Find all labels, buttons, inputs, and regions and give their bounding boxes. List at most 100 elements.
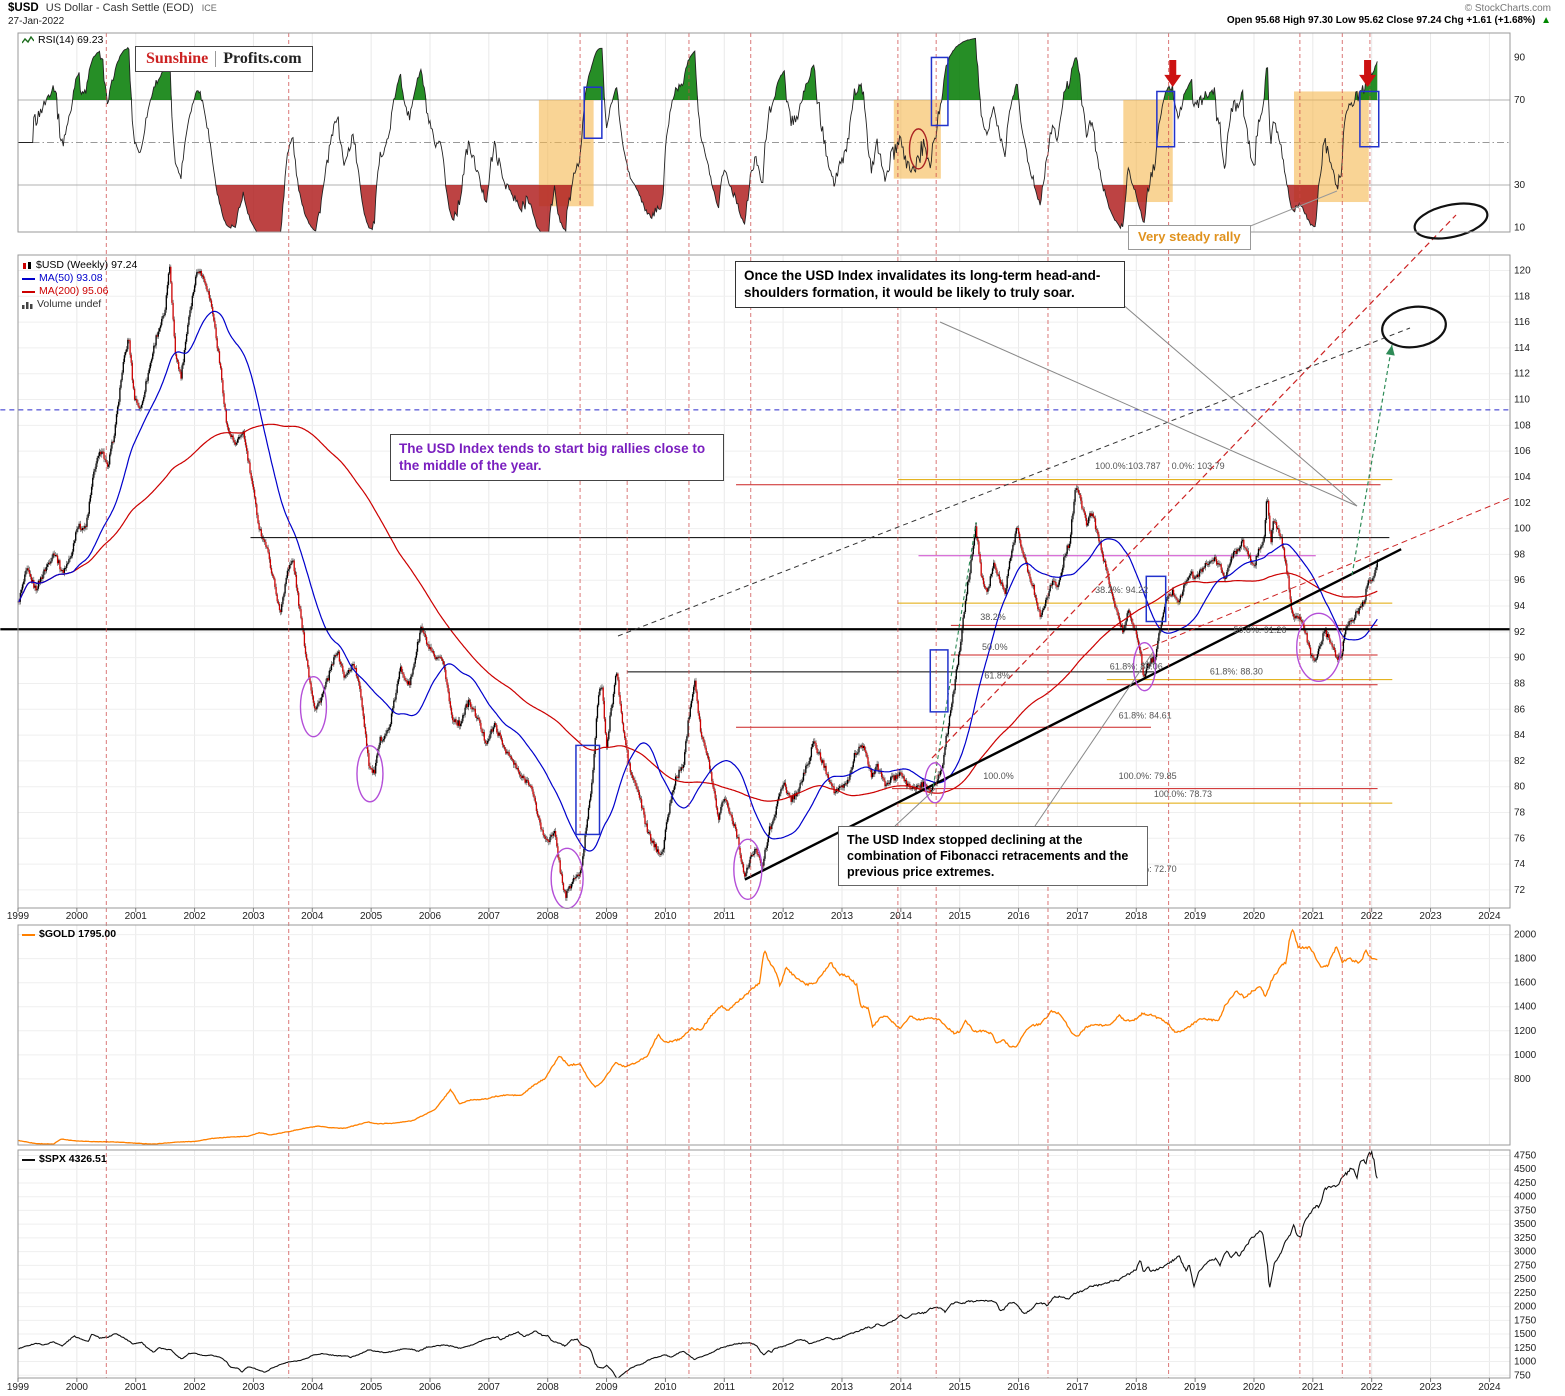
axis-label: 3000 [1514, 1247, 1537, 1258]
axis-label: 74 [1514, 859, 1526, 870]
axis-label: 750 [1514, 1370, 1531, 1381]
axis-label: 84 [1514, 730, 1526, 741]
axis-label: 1250 [1514, 1343, 1537, 1354]
price-levels-over [0, 409, 1510, 631]
change-up-icon: ▲ [1541, 15, 1551, 26]
axis-label: 2000 [1514, 1302, 1537, 1313]
labels: 90 70 30 10 120 118 116 114 112 110 108 106 104 102 10… [7, 52, 1537, 1393]
axis-label: 120 [1514, 265, 1531, 276]
axis-label: 4750 [1514, 1150, 1537, 1161]
fib-label: 0.0%: 103.79 [1172, 461, 1225, 471]
year-label: 2013 [831, 911, 854, 922]
gold-line [17, 928, 1378, 1145]
year-label: 2001 [125, 911, 148, 922]
grid [18, 33, 1510, 1378]
chart-date: 27-Jan-2022 [8, 16, 65, 27]
axis-label: 108 [1514, 420, 1531, 431]
axis-label: 110 [1514, 395, 1530, 406]
chart-header: $USD US Dollar - Cash Settle (EOD) ICE [8, 2, 217, 14]
axis-label: 2000 [1514, 930, 1537, 941]
axis-label: 3500 [1514, 1219, 1537, 1230]
axis-label: 1500 [1514, 1329, 1537, 1340]
symbol-label: $USD [8, 2, 39, 14]
axis-label: 94 [1514, 601, 1526, 612]
year-label: 2007 [478, 1382, 501, 1393]
mid-year-rally-note: The USD Index tends to start big rallies… [390, 434, 724, 481]
axis-label: 78 [1514, 808, 1526, 819]
fib-label: 100.0%:103.787 [1095, 461, 1161, 471]
axis-label: 4500 [1514, 1164, 1537, 1175]
gold-legend: $GOLD 1795.00 [22, 928, 116, 941]
year-label: 2010 [654, 911, 677, 922]
year-label: 2003 [242, 911, 265, 922]
year-label: 2015 [949, 911, 972, 922]
gold-line-icon [22, 933, 35, 936]
axis-label: 90 [1514, 653, 1526, 664]
axis-label: 86 [1514, 704, 1526, 715]
axis-label: 82 [1514, 756, 1526, 767]
axis-label: 70 [1514, 95, 1526, 106]
year-label: 2018 [1125, 1382, 1148, 1393]
axis-label: 3250 [1514, 1233, 1537, 1244]
year-label: 2017 [1066, 1382, 1089, 1393]
ma200-line-icon [22, 290, 35, 293]
year-label: 2022 [1361, 1382, 1384, 1393]
spx-line [18, 1149, 1378, 1379]
head-and-shoulders-note: Once the USD Index invalidates its long-… [735, 261, 1125, 308]
fib-label: 61.8%: 84.61 [1119, 710, 1172, 720]
ma200-line [17, 423, 1378, 802]
usd-candles [17, 264, 1378, 901]
year-label: 2014 [890, 911, 913, 922]
year-label: 2016 [1007, 1382, 1030, 1393]
year-label: 2018 [1125, 911, 1148, 922]
year-label: 2021 [1302, 911, 1325, 922]
axis-label: 104 [1514, 472, 1531, 483]
year-label: 2008 [537, 1382, 560, 1393]
year-label: 2023 [1419, 911, 1442, 922]
main-legend: $USD (Weekly) 97.24 MA(50) 93.08 MA(200)… [22, 259, 137, 311]
year-label: 2019 [1184, 1382, 1207, 1393]
quote-line: Open 95.68 High 97.30 Low 95.62 Close 97… [1227, 15, 1551, 26]
year-label: 2011 [714, 1382, 736, 1393]
axis-label: 30 [1514, 180, 1526, 191]
price-levels [627, 479, 1393, 804]
year-label: 2017 [1066, 911, 1089, 922]
candlestick-icon [23, 261, 31, 269]
fibonacci-support-note: The USD Index stopped declining at the c… [838, 826, 1148, 886]
year-label: 1999 [7, 1382, 30, 1393]
target-ellipse [1381, 305, 1447, 349]
year-label: 2006 [419, 1382, 442, 1393]
axis-label: 102 [1514, 498, 1531, 509]
symbol-description: US Dollar - Cash Settle (EOD) [45, 2, 194, 14]
copyright: © StockCharts.com [1464, 3, 1551, 14]
event-vlines [105, 33, 1371, 1378]
year-label: 2016 [1007, 911, 1030, 922]
axis-label: 1000 [1514, 1357, 1537, 1368]
axis-label: 96 [1514, 575, 1526, 586]
year-label: 2007 [478, 911, 501, 922]
year-label: 2001 [125, 1382, 148, 1393]
year-label: 2005 [360, 911, 383, 922]
year-label: 2004 [301, 1382, 324, 1393]
volume-legend-label: Volume undef [37, 298, 102, 310]
axis-label: 76 [1514, 833, 1526, 844]
spx-legend-label: $SPX 4326.51 [39, 1153, 107, 1165]
axis-label: 1000 [1514, 1050, 1537, 1061]
exchange-label: ICE [201, 3, 217, 13]
fib-label: 100.0% [983, 771, 1014, 781]
axis-label: 1800 [1514, 954, 1537, 965]
fib-label: 61.8%: 88.30 [1210, 666, 1263, 676]
ohlc-values: Open 95.68 High 97.30 Low 95.62 Close 97… [1226, 15, 1536, 26]
year-label: 2020 [1243, 1382, 1266, 1393]
year-label: 2011 [714, 911, 736, 922]
axis-label: 1750 [1514, 1315, 1537, 1326]
year-label: 2015 [949, 1382, 972, 1393]
fib-label: 50.0%: 91.26 [1233, 625, 1286, 635]
year-label: 2024 [1478, 911, 1501, 922]
year-label: 2021 [1302, 1382, 1325, 1393]
year-label: 2014 [890, 1382, 913, 1393]
axis-label: 2750 [1514, 1260, 1537, 1271]
logo-divider [215, 51, 217, 67]
year-label: 2023 [1419, 1382, 1442, 1393]
